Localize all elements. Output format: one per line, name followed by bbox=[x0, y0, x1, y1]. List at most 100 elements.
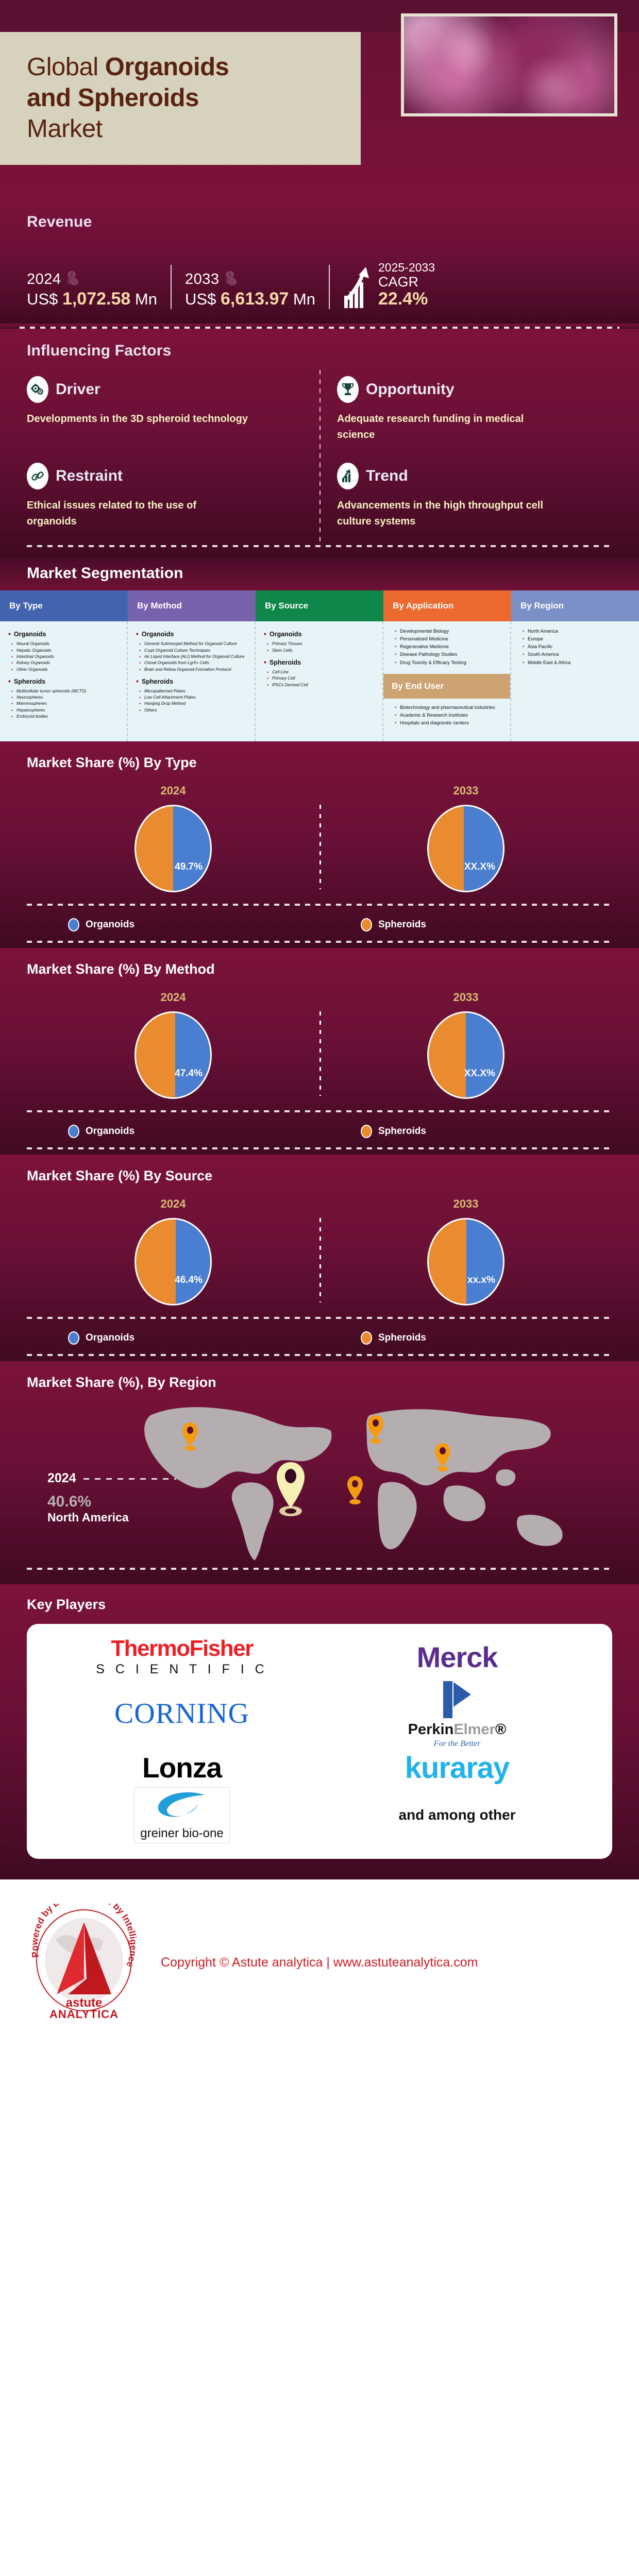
logo-greiner-bio-one: greiner bio-one bbox=[134, 1787, 230, 1843]
pie-panel-2033: 2033 xx.x% bbox=[320, 1197, 612, 1306]
revenue-forecast-unit: Mn bbox=[293, 290, 315, 309]
pie-year: 2033 bbox=[453, 784, 479, 797]
segmentation-header: Market Segmentation bbox=[0, 558, 639, 591]
map-pin-europe bbox=[368, 1415, 383, 1444]
influencing-title: Influencing Factors bbox=[27, 342, 172, 360]
pie-value-label: XX.X% bbox=[464, 1067, 495, 1079]
group-title: Organoids bbox=[269, 631, 302, 638]
gears-icon bbox=[27, 376, 48, 403]
cagr-block: 2025-2033 CAGR 22.4% bbox=[343, 261, 435, 309]
factor-name: Opportunity bbox=[366, 381, 455, 398]
revenue-forecast-value: US$ 6,613.97 Mn bbox=[185, 289, 315, 309]
map-pin-asia-pacific bbox=[435, 1443, 450, 1471]
page-footer: Powered by Data | Guided by Intelligence… bbox=[0, 1879, 639, 2046]
revenue-forecast-prefix: US$ bbox=[185, 290, 216, 309]
legend-swatch-orange bbox=[361, 918, 372, 931]
pie-year: 2024 bbox=[160, 990, 186, 1004]
segmentation-title: Market Segmentation bbox=[27, 565, 183, 582]
list-item: Brain and Retina Organoid Formation Prot… bbox=[139, 667, 248, 674]
dashed-divider bbox=[27, 903, 612, 906]
trophy-icon bbox=[337, 376, 359, 403]
list-item: Micropatterned Plates bbox=[139, 688, 248, 696]
chart-legend: Organoids Spheroids bbox=[27, 1124, 612, 1142]
growth-arrow-icon bbox=[344, 267, 369, 309]
revenue-divider-1 bbox=[171, 265, 172, 310]
pie-row: 2024 46.4% 2033 xx.x% bbox=[27, 1197, 612, 1306]
key-players-card: ThermoFisher S C I E N T I F I C Merck C… bbox=[27, 1623, 612, 1859]
bullet-icon: • bbox=[264, 657, 266, 666]
list-item: Asia Pacific bbox=[523, 643, 633, 651]
revenue-base-number: 1,072.58 bbox=[62, 289, 131, 309]
coins-icon: $ $ bbox=[67, 271, 78, 286]
list-item: Cell Line bbox=[267, 669, 376, 676]
group-title: Organoids bbox=[13, 631, 46, 638]
factor-name: Driver bbox=[56, 381, 100, 398]
list-item: Hospitals and diagnostic centers bbox=[395, 719, 504, 727]
dashed-divider bbox=[27, 1147, 612, 1149]
pie-value-label: 46.4% bbox=[175, 1274, 203, 1285]
list-item: Multicellular tumor spheroids (MCTS) bbox=[11, 688, 121, 696]
list-item: Hepatospheres bbox=[11, 707, 121, 715]
logo-text-primary: greiner bio-one bbox=[140, 1826, 224, 1840]
pie-panel-2024: 2024 49.7% bbox=[27, 784, 320, 892]
group-title: Spheroids bbox=[269, 658, 301, 666]
revenue-row: 2024 $ $ US$ 1,072.58 Mn 2033 bbox=[27, 261, 612, 310]
list-item: Others bbox=[139, 707, 248, 715]
bullet-icon: • bbox=[136, 630, 139, 638]
legend-item-organoids: Organoids bbox=[27, 1124, 320, 1138]
list-item: Primary Cell bbox=[267, 675, 376, 683]
callout-dashed-line bbox=[83, 1478, 176, 1480]
segment-header-by-region: By Region bbox=[511, 590, 639, 622]
bullet-icon: • bbox=[264, 630, 266, 638]
logo-text-primary: Merck bbox=[416, 1640, 498, 1673]
dashed-divider bbox=[27, 1353, 612, 1356]
logo-text-primary: ThermoFisher bbox=[111, 1635, 254, 1661]
pie-year: 2033 bbox=[453, 1197, 479, 1210]
logo-text-primary: PerkinElmer® bbox=[408, 1721, 507, 1738]
pie-panel-2024: 2024 46.4% bbox=[27, 1197, 320, 1306]
revenue-forecast-year: 2033 bbox=[185, 271, 220, 288]
bullet-icon: • bbox=[136, 676, 139, 685]
group-item-list: Neural Organoids Hepatic Organoids Intes… bbox=[11, 641, 121, 674]
group-title: Spheroids bbox=[13, 677, 46, 685]
list-item: Hepatic Organoids bbox=[11, 648, 121, 655]
logo-text-primary: Lonza bbox=[142, 1752, 222, 1784]
pie-row: 2024 47.4% 2033 XX.X% bbox=[27, 991, 612, 1099]
legend-label: Organoids bbox=[86, 1332, 135, 1343]
segment-header-by-end-user: By End User bbox=[383, 673, 510, 699]
legend-item-spheroids: Spheroids bbox=[320, 918, 612, 931]
pie-row: 2024 49.7% 2033 XX.X% bbox=[27, 784, 612, 892]
dashed-divider bbox=[27, 1567, 612, 1570]
segment-header-by-application: By Application bbox=[383, 590, 511, 622]
list-item: Air Liquid Interface (ALI) Method for Or… bbox=[139, 654, 248, 661]
logo-kuraray: kuraray bbox=[405, 1751, 510, 1785]
pie-year: 2033 bbox=[453, 990, 479, 1004]
group-title: Organoids bbox=[141, 631, 174, 638]
greiner-swoosh-icon bbox=[158, 1792, 205, 1817]
title-bold-organoids: Organoids bbox=[105, 53, 229, 81]
svg-text:$: $ bbox=[228, 273, 231, 278]
coins-icon: $ $ bbox=[225, 271, 237, 286]
page-title-line-2: and Spheroids bbox=[27, 83, 361, 114]
legend-label: Spheroids bbox=[378, 1125, 426, 1137]
legend-label: Spheroids bbox=[378, 919, 426, 930]
region-callout: 2024 40.6% North America bbox=[47, 1471, 129, 1524]
logo-text-part-1: Perkin bbox=[408, 1721, 454, 1738]
legend-item-organoids: Organoids bbox=[27, 1331, 320, 1345]
chart-title: Market Share (%) By Type bbox=[27, 754, 197, 770]
legend-swatch-orange bbox=[361, 1124, 372, 1138]
end-user-item-list: Biotechnology and pharmaceutical industr… bbox=[395, 704, 504, 727]
chart-title: Market Share (%) By Method bbox=[27, 961, 215, 977]
infographic-page: Global Organoids and Spheroids Market Re… bbox=[0, 0, 639, 2046]
legend-item-organoids: Organoids bbox=[27, 918, 320, 931]
list-item: Other Organoids bbox=[11, 667, 121, 674]
segment-column-by-application: Developmental Biology Personalized Medic… bbox=[383, 621, 511, 741]
chart-legend: Organoids Spheroids bbox=[27, 918, 612, 936]
chart-market-share-by-source: Market Share (%) By Source 2024 46.4% 20… bbox=[0, 1154, 639, 1361]
dashed-divider bbox=[20, 327, 619, 329]
cagr-value: 22.4% bbox=[378, 289, 428, 309]
cagr-period: 2025-2033 bbox=[378, 261, 435, 274]
list-item: Clonal Organoids from Lgr5+ Cells bbox=[139, 660, 248, 667]
key-players-title: Key Players bbox=[27, 1596, 106, 1612]
revenue-base-year: 2024 bbox=[27, 271, 61, 288]
